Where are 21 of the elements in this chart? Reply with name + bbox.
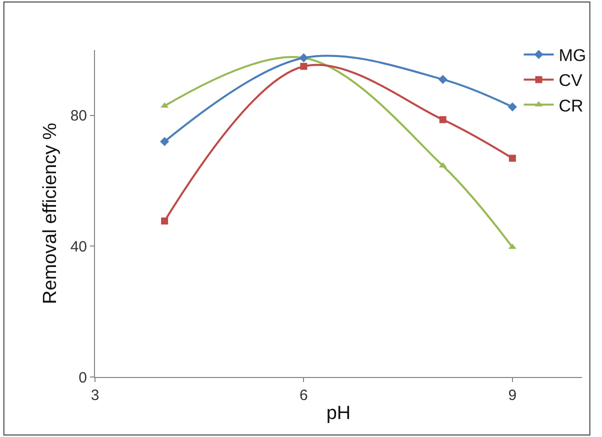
point (439, 116, 446, 124)
y-tick-label: 80 (70, 108, 87, 125)
y-axis-title: Removal efficiency % (40, 122, 62, 304)
point (299, 53, 308, 62)
x-tick-label: 6 (300, 387, 308, 404)
x-tick-label: 9 (508, 387, 517, 404)
point (161, 218, 168, 225)
legend-label: CR (558, 96, 584, 116)
legend-label: CV (558, 71, 584, 90)
y-tick-label: 40 (70, 238, 87, 256)
point (300, 62, 308, 70)
point (508, 102, 517, 112)
point (508, 154, 516, 162)
point (438, 162, 447, 168)
x-axis-title: pH (326, 402, 351, 424)
point (438, 74, 448, 84)
legend-label: MG (558, 46, 586, 66)
point (160, 102, 169, 108)
point (160, 137, 170, 146)
x-tick-label: 3 (90, 387, 100, 404)
y-tick-label: 0 (78, 369, 87, 386)
